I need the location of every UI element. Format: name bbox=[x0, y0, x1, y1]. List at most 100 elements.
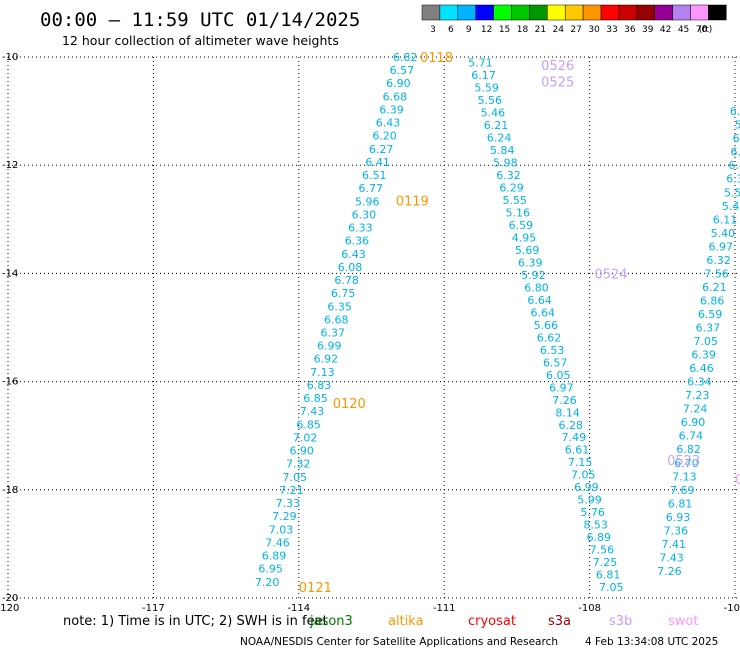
wave-height-value: 6.39 bbox=[518, 256, 543, 269]
legend-label: 6 bbox=[448, 25, 454, 35]
wave-height-value: 6.64 bbox=[527, 294, 552, 307]
legend-swatch bbox=[654, 4, 673, 21]
legend-label: 70 bbox=[696, 25, 708, 35]
wave-height-value: 6.75 bbox=[331, 287, 356, 300]
y-tick-label: -18 bbox=[2, 485, 18, 496]
legend-label: 45 bbox=[678, 25, 689, 35]
legend-unit: (ft) bbox=[699, 25, 713, 35]
wave-height-value: 6.68 bbox=[383, 90, 408, 103]
wave-height-value: 7.26 bbox=[552, 394, 577, 407]
wave-height-value: 6.59 bbox=[509, 219, 534, 232]
wave-height-value: 6.95 bbox=[258, 563, 283, 576]
wave-height-value: 6.32 bbox=[706, 254, 731, 267]
legend-swatch bbox=[457, 4, 476, 21]
wave-height-value: 6.39 bbox=[379, 103, 404, 116]
satellite-legend: jason3 altika cryosat s3a s3b swot bbox=[309, 614, 698, 629]
x-tick-label: -120 bbox=[0, 603, 19, 614]
wave-height-value: 6.3 bbox=[730, 146, 740, 159]
wave-height-value: 6.70 bbox=[674, 457, 699, 470]
wave-height-value: 6.61 bbox=[565, 444, 590, 457]
legend-swatch bbox=[672, 4, 691, 21]
pass-label: 0120 bbox=[333, 397, 366, 412]
wave-height-value: 5.55 bbox=[502, 194, 527, 207]
credit-text: NOAA/NESDIS Center for Satellite Applica… bbox=[240, 636, 558, 648]
wave-height-value: 6.99 bbox=[317, 340, 342, 353]
wave-height-value: 6.89 bbox=[587, 531, 612, 544]
pass-label: 0526 bbox=[541, 59, 574, 74]
wave-height-value: 7.13 bbox=[672, 470, 697, 483]
wave-height-value: 7.02 bbox=[293, 431, 318, 444]
wave-height-value: 5.5 bbox=[724, 186, 740, 199]
legend-label: 27 bbox=[570, 25, 581, 35]
y-tick-label: -16 bbox=[2, 377, 18, 388]
wave-height-value: 6.17 bbox=[471, 69, 496, 82]
wave-height-value: 7.20 bbox=[255, 576, 280, 589]
wave-height-value: 7.29 bbox=[272, 510, 297, 523]
y-tick-label: -10 bbox=[2, 52, 18, 63]
wave-height-value: 6.82 bbox=[676, 443, 701, 456]
legend-swatch bbox=[439, 4, 459, 21]
legend-swatch bbox=[582, 4, 602, 21]
wave-height-value: 7.05 bbox=[283, 471, 308, 484]
wave-height-value: 6.61 bbox=[730, 105, 740, 118]
pass-label: 0118 bbox=[420, 51, 453, 66]
wave-height-value: 5.76 bbox=[580, 506, 605, 519]
wave-height-value: 6.85 bbox=[296, 418, 321, 431]
legend-swatch bbox=[421, 4, 441, 21]
wave-height-value: 5.69 bbox=[515, 244, 540, 257]
wave-height-value: 5.84 bbox=[490, 144, 515, 157]
legend-swatch bbox=[529, 4, 548, 21]
wave-height-value: 6.89 bbox=[262, 550, 287, 563]
wave-height-value: 6.08 bbox=[338, 261, 363, 274]
wave-height-value: 6.36 bbox=[345, 235, 370, 248]
satellite-legend-item: altika bbox=[388, 614, 424, 629]
wave-height-value: 6.74 bbox=[679, 430, 704, 443]
wave-height-value: 6.57 bbox=[543, 356, 568, 369]
legend-swatch bbox=[708, 4, 727, 21]
wave-height-value: 7.43 bbox=[300, 405, 325, 418]
wave-height-value: 7.23 bbox=[685, 389, 710, 402]
wave-height-value: 7.56 bbox=[704, 267, 729, 280]
legend-swatch bbox=[618, 4, 638, 21]
wave-height-value: 6.64 bbox=[530, 306, 555, 319]
wave-height-value: 6.28 bbox=[559, 419, 584, 432]
wave-height-value: 6.77 bbox=[359, 182, 384, 195]
legend-swatch bbox=[600, 4, 620, 21]
wave-height-value: 5.66 bbox=[534, 319, 559, 332]
x-tick-label: -111 bbox=[433, 603, 456, 614]
wave-height-value: 6.97 bbox=[709, 240, 734, 253]
wave-height-value: 6.30 bbox=[352, 208, 377, 221]
wave-height-value: 6.86 bbox=[700, 294, 725, 307]
wave-height-value: 6.29 bbox=[499, 181, 524, 194]
wave-height-value: 5.98 bbox=[493, 156, 518, 169]
legend-label: 39 bbox=[642, 25, 654, 35]
wave-height-value: 6.99 bbox=[574, 481, 599, 494]
wave-height-value: 7.43 bbox=[659, 551, 684, 564]
wave-height-value: 6.57 bbox=[390, 64, 415, 77]
legend-label: 30 bbox=[588, 25, 600, 35]
pass-label: 0119 bbox=[396, 194, 429, 209]
wave-height-value: 7.25 bbox=[593, 556, 618, 569]
wave-height-value: 7.41 bbox=[661, 538, 686, 551]
legend-label: 24 bbox=[553, 25, 565, 35]
wave-height-value: 7.15 bbox=[568, 456, 593, 469]
wave-height-value: 5.40 bbox=[711, 227, 736, 240]
axis-ticks: -120 -117 -114 -111 -108 -105 -10 -12 -14 -16 -18 -… bbox=[0, 52, 740, 614]
wave-height-value: 5.4 bbox=[722, 200, 740, 213]
wave-height-value: 6.81 bbox=[668, 497, 693, 510]
wave-height-value: 6.43 bbox=[341, 248, 366, 261]
color-legend: 3 6 9 12 15 18 21 24 27 30 33 36 39 42 45 70(ft) bbox=[421, 4, 727, 35]
wave-height-value: 6.97 bbox=[549, 381, 574, 394]
legend-label: 18 bbox=[517, 25, 529, 35]
legend-label: 15 bbox=[499, 25, 510, 35]
legend-swatch bbox=[564, 4, 584, 21]
wave-height-value: 8.53 bbox=[583, 519, 608, 532]
wave-height-value: 6.05 bbox=[546, 369, 571, 382]
x-tick-label: -108 bbox=[578, 603, 601, 614]
wave-height-value: 5.71 bbox=[468, 56, 493, 69]
wave-height-value: 6.37 bbox=[696, 322, 721, 335]
legend-swatch bbox=[475, 4, 494, 21]
wave-height-value: 7.46 bbox=[265, 536, 290, 549]
pass-label: 0523 bbox=[667, 454, 700, 469]
